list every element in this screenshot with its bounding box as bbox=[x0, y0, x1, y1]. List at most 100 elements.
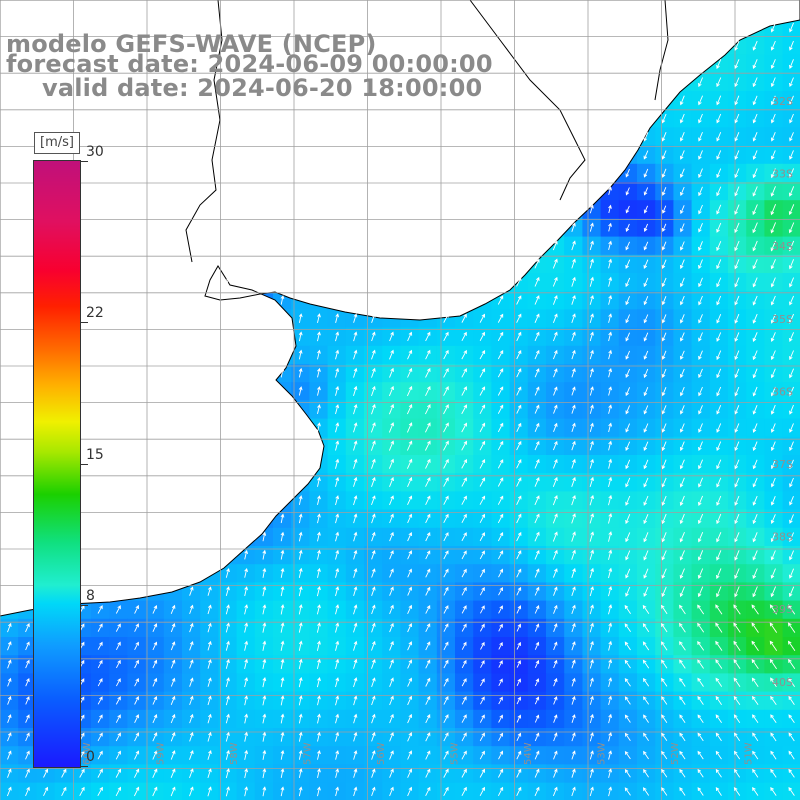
wind-arrow bbox=[97, 732, 103, 742]
wind-arrow bbox=[534, 495, 540, 506]
wind-arrow bbox=[752, 95, 758, 106]
wind-arrow bbox=[534, 786, 540, 797]
wind-arrow bbox=[589, 258, 594, 269]
wind-arrow bbox=[534, 422, 540, 432]
wind-arrow bbox=[751, 659, 759, 670]
wind-arrow bbox=[752, 350, 758, 361]
wind-arrow bbox=[752, 514, 758, 525]
wind-arrow bbox=[479, 331, 485, 342]
wind-arrow bbox=[553, 586, 558, 596]
wind-arrow bbox=[498, 660, 503, 668]
wind-arrow bbox=[589, 513, 595, 524]
wind-arrow bbox=[608, 677, 613, 687]
wind-arrow bbox=[280, 658, 285, 670]
wind-arrow bbox=[643, 550, 649, 561]
wind-arrow bbox=[407, 495, 413, 505]
wind-speed-cell bbox=[782, 728, 800, 747]
wind-arrow bbox=[443, 695, 449, 705]
wind-arrow bbox=[715, 604, 723, 615]
wind-arrow bbox=[697, 513, 704, 525]
wind-arrow bbox=[571, 495, 576, 506]
wind-arrow bbox=[152, 604, 158, 614]
wind-arrow bbox=[516, 422, 522, 432]
wind-arrow bbox=[97, 641, 103, 650]
wind-arrow bbox=[6, 786, 12, 797]
wind-arrow bbox=[752, 768, 759, 778]
wind-arrow bbox=[589, 695, 594, 705]
wind-arrow bbox=[770, 732, 777, 742]
wind-arrow bbox=[298, 549, 303, 560]
wind-arrow bbox=[152, 732, 158, 742]
wind-arrow bbox=[589, 313, 594, 324]
wind-arrow bbox=[661, 205, 667, 214]
wind-arrow bbox=[152, 695, 158, 705]
wind-arrow bbox=[262, 695, 267, 706]
wind-arrow bbox=[770, 259, 776, 270]
wind-arrow bbox=[679, 332, 685, 342]
wind-arrow bbox=[734, 240, 740, 252]
wind-arrow bbox=[425, 385, 431, 396]
wind-arrow bbox=[661, 568, 667, 579]
wind-arrow bbox=[115, 732, 121, 742]
wind-arrow bbox=[769, 658, 777, 670]
wind-arrow bbox=[752, 423, 758, 433]
wind-arrow bbox=[317, 422, 321, 433]
wind-arrow bbox=[353, 476, 358, 487]
wind-arrow bbox=[498, 678, 503, 687]
wind-arrow bbox=[752, 532, 758, 543]
latitude-label: 36S bbox=[772, 385, 793, 398]
wind-arrow bbox=[752, 222, 758, 234]
wind-arrow bbox=[608, 731, 613, 742]
wind-arrow bbox=[643, 532, 649, 543]
wind-arrow bbox=[608, 349, 613, 360]
wind-arrow bbox=[770, 496, 776, 506]
colorbar-tick-label: 8 bbox=[86, 587, 95, 604]
wind-arrow bbox=[752, 332, 758, 342]
wind-arrow bbox=[406, 440, 413, 451]
wind-arrow bbox=[189, 677, 194, 687]
wind-speed-cell bbox=[782, 655, 800, 674]
wind-arrow bbox=[189, 713, 194, 724]
wind-arrow bbox=[571, 458, 576, 469]
wind-arrow bbox=[679, 150, 685, 160]
wind-arrow bbox=[406, 422, 413, 433]
wind-arrow bbox=[571, 404, 576, 414]
wind-arrow bbox=[353, 713, 358, 724]
wind-arrow bbox=[189, 622, 194, 633]
wind-arrow bbox=[770, 168, 776, 179]
wind-arrow bbox=[298, 349, 303, 360]
wind-arrow bbox=[716, 459, 722, 470]
wind-arrow bbox=[497, 531, 504, 542]
wind-arrow bbox=[698, 295, 703, 306]
wind-arrow bbox=[534, 732, 540, 742]
wind-arrow bbox=[534, 386, 540, 396]
wind-arrow bbox=[443, 477, 449, 487]
wind-arrow bbox=[770, 404, 776, 415]
wind-arrow bbox=[25, 677, 30, 687]
wind-arrow bbox=[552, 276, 558, 287]
wind-arrow bbox=[752, 40, 758, 51]
wind-arrow bbox=[734, 168, 740, 179]
wind-arrow bbox=[443, 422, 449, 433]
colorbar-tick bbox=[80, 161, 88, 162]
wind-arrow bbox=[643, 732, 649, 742]
wind-arrow bbox=[679, 532, 685, 543]
wind-arrow bbox=[698, 168, 703, 179]
wind-arrow bbox=[571, 695, 576, 705]
wind-arrow bbox=[516, 750, 522, 760]
wind-arrow bbox=[262, 749, 267, 760]
wind-arrow bbox=[516, 605, 522, 614]
wind-arrow bbox=[479, 532, 485, 542]
wind-arrow bbox=[443, 458, 449, 469]
wind-arrow bbox=[317, 749, 321, 760]
wind-arrow bbox=[371, 604, 376, 615]
wind-arrow bbox=[770, 550, 776, 561]
wind-arrow bbox=[734, 95, 740, 106]
map-title-forecast-date: forecast date: 2024-06-09 00:00:00 bbox=[6, 50, 493, 78]
wind-arrow bbox=[770, 750, 777, 760]
wind-arrow bbox=[661, 513, 667, 525]
wind-arrow bbox=[788, 714, 795, 724]
wind-arrow bbox=[407, 750, 413, 760]
wind-arrow bbox=[697, 787, 704, 796]
wind-arrow bbox=[389, 786, 394, 797]
